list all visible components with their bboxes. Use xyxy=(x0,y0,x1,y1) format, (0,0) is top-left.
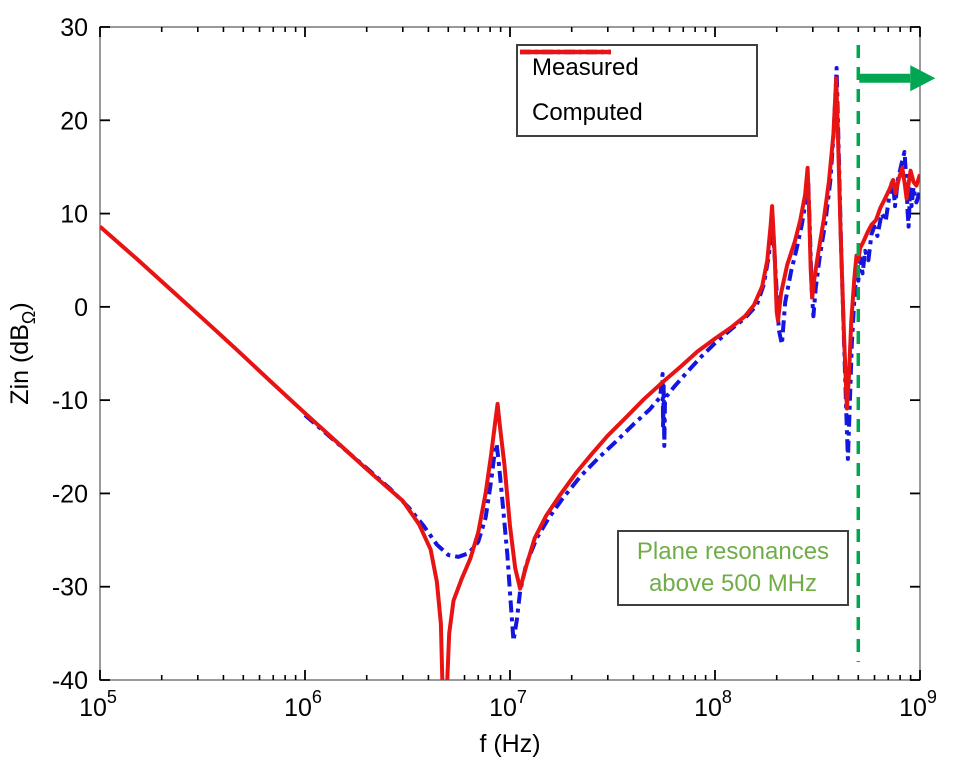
resonance-arrow-head xyxy=(910,65,936,92)
x-axis-label: f (Hz) xyxy=(479,730,540,758)
x-tick-label: 109 xyxy=(899,687,937,722)
series-group xyxy=(100,66,920,680)
y-tick-label: -30 xyxy=(52,574,88,602)
annotation-box: Plane resonances above 500 MHz xyxy=(617,530,849,606)
x-tick-label: 107 xyxy=(489,687,527,722)
annotation-line1: Plane resonances xyxy=(636,538,830,565)
legend-entry-measured: Measured xyxy=(518,49,756,82)
legend-label-measured: Measured xyxy=(532,54,639,82)
y-tick-label: -20 xyxy=(52,480,88,508)
y-tick-label: 20 xyxy=(60,107,88,135)
legend: Measured Computed xyxy=(516,44,758,137)
series-computed-line xyxy=(100,76,920,680)
y-tick-label: -10 xyxy=(52,387,88,415)
y-tick-label: 0 xyxy=(74,294,88,322)
x-tick-label: 108 xyxy=(694,687,732,722)
x-tick-label: 105 xyxy=(79,687,117,722)
y-tick-label: 30 xyxy=(60,14,88,42)
annotation-line2: above 500 MHz xyxy=(648,570,818,597)
legend-entry-computed: Computed xyxy=(518,49,756,127)
legend-label-computed: Computed xyxy=(532,98,643,126)
x-tick-label: 106 xyxy=(284,687,322,722)
y-tick-label: 10 xyxy=(60,201,88,229)
y-tick-label: -40 xyxy=(52,667,88,695)
y-axis-label: Zin (dBΩ) xyxy=(6,302,39,404)
legend-line-sample xyxy=(520,49,611,55)
